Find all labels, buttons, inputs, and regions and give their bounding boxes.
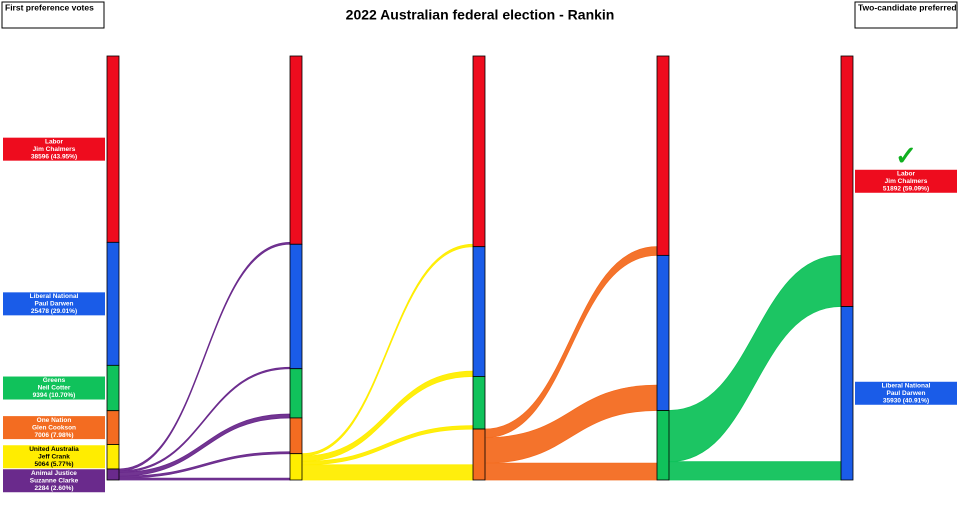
flow <box>301 425 474 466</box>
label-party: Labor <box>45 138 64 145</box>
label-value-label: 51892 (59.09%) <box>883 185 929 192</box>
label-party: One Nation <box>37 417 72 424</box>
label-name: Glen Cookson <box>32 424 76 431</box>
node <box>472 428 486 481</box>
node <box>289 453 303 481</box>
label-box <box>3 416 105 440</box>
flow <box>118 477 291 481</box>
node <box>106 364 120 412</box>
node <box>656 55 670 256</box>
node <box>289 417 303 455</box>
node <box>106 55 120 243</box>
flow <box>301 243 474 457</box>
flow <box>301 464 474 481</box>
flow <box>668 461 842 481</box>
label-name: Jim Chalmers <box>33 146 76 153</box>
label-box <box>3 469 105 493</box>
label-box <box>3 376 105 400</box>
label-name: Neil Cotter <box>38 385 71 392</box>
label-box <box>855 381 957 405</box>
label-party: Liberal National <box>882 382 931 389</box>
node <box>472 246 486 377</box>
node <box>472 376 486 430</box>
node <box>840 306 854 481</box>
label-box <box>3 292 105 316</box>
left-header-box <box>1 1 105 29</box>
label-party: United Australia <box>29 446 79 453</box>
label-value-label: 9394 (10.70%) <box>33 392 76 399</box>
label-name: Jeff Crank <box>38 453 70 460</box>
right-header: Two-candidate preferred <box>858 2 957 12</box>
left-header: First preference votes <box>5 2 94 12</box>
label-party: Animal Justice <box>31 470 77 477</box>
node <box>289 368 303 419</box>
flow <box>668 254 842 463</box>
label-value-label: 5064 (5.77%) <box>34 461 73 468</box>
label-name: Suzanne Clarke <box>30 477 79 484</box>
label-name: Jim Chalmers <box>885 178 928 185</box>
right-header-box <box>854 1 958 29</box>
label-party: Greens <box>43 377 66 384</box>
node <box>289 243 303 370</box>
label-value-label: 2284 (2.60%) <box>34 485 73 492</box>
label-value-label: 35930 (40.91%) <box>883 397 929 404</box>
label-box <box>3 445 105 469</box>
label-value-label: 7006 (7.98%) <box>34 432 73 439</box>
label-party: Labor <box>897 170 916 177</box>
label-name: Paul Darwen <box>886 390 925 397</box>
label-box <box>3 137 105 161</box>
label-value-label: 25478 (29.01%) <box>31 308 77 315</box>
node <box>472 55 486 248</box>
nodes <box>106 55 854 481</box>
node <box>656 410 670 481</box>
flow <box>118 241 291 472</box>
label-party: Liberal National <box>30 293 79 300</box>
node <box>106 241 120 366</box>
chart-title: 2022 Australian federal election - Ranki… <box>346 7 615 23</box>
flow <box>484 462 658 481</box>
winner-check: ✓ <box>895 141 917 171</box>
label-box <box>855 169 957 193</box>
node <box>106 468 120 481</box>
node <box>106 444 120 470</box>
label-name: Paul Darwen <box>34 301 73 308</box>
node <box>289 55 303 245</box>
node <box>656 254 670 411</box>
node <box>840 55 854 307</box>
node <box>106 410 120 445</box>
label-value-label: 38596 (43.95%) <box>31 153 77 160</box>
